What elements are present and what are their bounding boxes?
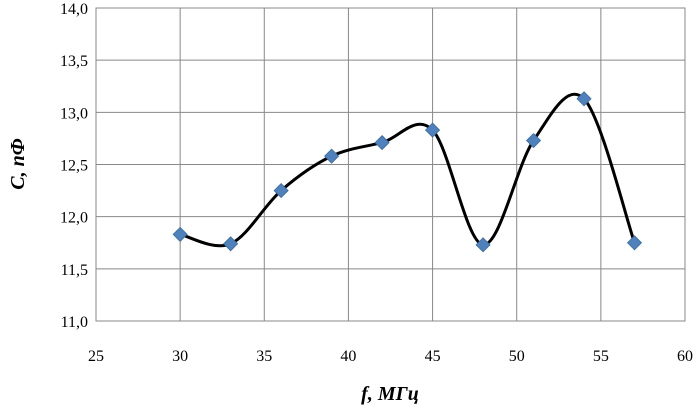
x-tick-label: 40 <box>340 348 356 365</box>
y-axis-title: C, пФ <box>7 138 29 189</box>
x-tick-label: 30 <box>172 348 188 365</box>
x-tick-label: 60 <box>677 348 693 365</box>
data-point-marker <box>626 235 643 251</box>
y-tick-label: 11,5 <box>61 262 88 279</box>
data-point-marker <box>374 135 390 151</box>
data-point-marker <box>576 91 592 107</box>
y-tick-label: 12,5 <box>60 158 88 175</box>
markers <box>172 91 643 253</box>
y-tick-label: 12,0 <box>60 210 88 227</box>
data-point-marker <box>324 148 340 164</box>
data-point-marker <box>172 226 188 242</box>
x-tick-label: 45 <box>425 348 441 365</box>
data-point-marker <box>273 183 289 199</box>
x-tick-label: 25 <box>88 348 104 365</box>
x-axis-title: f, МГц <box>361 383 419 405</box>
x-tick-label: 55 <box>593 348 609 365</box>
data-point-marker <box>525 132 542 149</box>
data-point-marker <box>475 237 491 253</box>
y-tick-label: 13,0 <box>60 105 88 122</box>
data-point-marker <box>425 122 441 138</box>
y-tick-label: 11,0 <box>61 314 88 331</box>
y-tick-label: 13,5 <box>60 53 88 70</box>
data-point-marker <box>223 236 239 252</box>
grid <box>96 8 685 321</box>
tick-labels: 25 30 35 40 45 50 55 60 11,0 11,5 12,0 12,5 13,0 13,5… <box>60 1 693 365</box>
y-tick-label: 14,0 <box>60 1 88 18</box>
x-tick-label: 35 <box>256 348 272 365</box>
x-tick-label: 50 <box>509 348 525 365</box>
